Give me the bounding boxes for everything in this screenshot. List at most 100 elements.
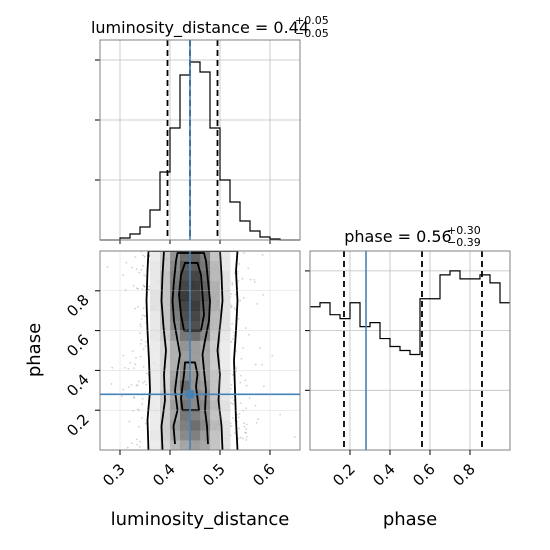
density-cell [200,320,211,331]
scatter-point [257,418,260,421]
density-cell [170,330,181,341]
density-cell [200,420,211,431]
scatter-point [238,263,241,265]
scatter-point [230,424,233,427]
scatter-point [141,397,144,400]
density-cell [190,260,201,272]
density-cell [190,440,201,450]
density-cell [220,400,231,411]
scatter-point [256,302,259,305]
density-cell [220,251,231,262]
density-cell [160,290,171,302]
x-tick-label: 0.4 [369,460,399,490]
panel-frame [99,250,301,451]
density-cell [160,260,171,272]
density-cell [180,390,191,401]
scatter-point [131,442,133,445]
density-cell [200,310,211,321]
density-cell [170,400,181,411]
density-cell [200,290,211,302]
scatter-point [232,402,234,405]
scatter-point [239,436,242,439]
density-cell [150,310,161,321]
density-cell [210,290,221,302]
scatter-point [233,331,235,334]
scatter-point [231,373,234,376]
truth-marker [186,390,194,399]
scatter-point [128,420,131,423]
density-cell [210,370,221,381]
density-cell [150,350,161,361]
scatter-point [230,306,233,309]
scatter-point [259,347,261,350]
scatter-point [239,402,242,405]
density-cell [170,300,181,311]
scatter-point [139,343,142,345]
scatter-point [141,314,144,317]
density-cell [170,280,181,292]
scatter-point [242,347,244,349]
density-cell [160,280,171,292]
scatter-point [136,443,139,446]
scatter-point [254,363,257,366]
scatter-point [233,307,236,310]
density-cell [210,420,221,431]
scatter-point [134,363,137,366]
density-cell [150,270,161,282]
scatter-point [245,439,248,441]
scatter-point [139,440,142,443]
density-cell [210,330,221,341]
density-cell [150,380,161,391]
scatter-point [139,355,142,358]
scatter-point [125,261,128,264]
density-cell [200,350,211,361]
density-cell [160,430,171,441]
density-cell [180,300,191,311]
scatter-point [237,437,240,440]
scatter-point [253,278,256,281]
density-cell [150,280,161,292]
scatter-point [144,345,147,348]
scatter-point [236,420,239,423]
density-cell [190,330,201,341]
density-cell [210,360,221,371]
density-cell [180,370,191,381]
density-cell [180,320,191,331]
density-cell [210,350,221,361]
scatter-point [245,407,248,410]
scatter-point [127,367,130,370]
scatter-point [130,383,133,386]
density-cell [220,280,231,292]
density-cell [150,430,161,441]
scatter-point [247,267,250,270]
y-tick-label: 0.6 [63,331,93,361]
scatter-point [230,305,233,307]
scatter-point [231,322,234,325]
density-cell [190,340,201,351]
density-cell [180,330,191,341]
scatter-point [242,437,244,440]
scatter-point [239,381,242,384]
density-cell [150,300,161,311]
scatter-point [137,380,140,383]
scatter-point [242,252,245,254]
density-cell [220,300,231,311]
scatter-point [233,432,236,434]
density-cell [220,350,231,361]
scatter-point [122,274,125,276]
density-cell [160,251,171,262]
scatter-point [142,365,145,368]
scatter-point [142,348,145,351]
density-cell [220,330,231,341]
scatter-point [131,266,133,269]
scatter-point [96,432,98,434]
scatter-point [135,384,138,387]
density-cell [170,360,181,371]
scatter-point [140,268,143,271]
density-cell [150,340,161,351]
density-cell [190,380,201,391]
scatter-point [244,431,247,434]
scatter-point [231,282,234,284]
scatter-point [237,279,240,282]
scatter-point [111,366,114,369]
